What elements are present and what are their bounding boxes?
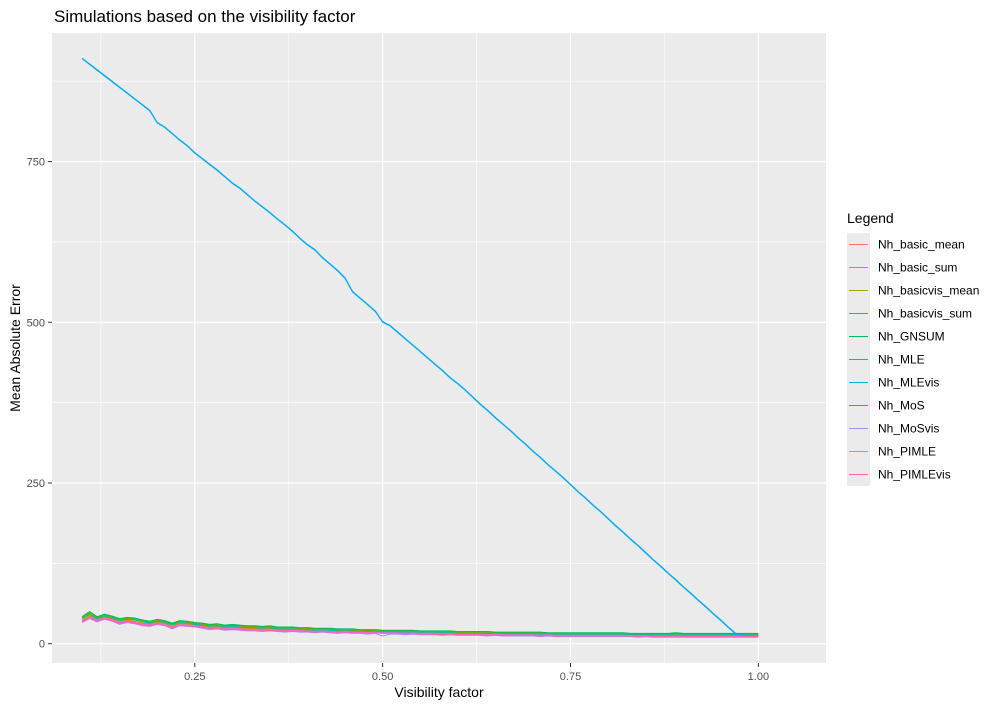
series-lines — [81, 57, 759, 638]
legend-label: Nh_basic_mean — [878, 238, 965, 252]
series-line-nh-basicvis-sum — [81, 612, 759, 635]
series-line-nh-mos — [81, 57, 759, 636]
legend-item: Nh_MLE — [847, 348, 925, 371]
legend-item: Nh_GNSUM — [847, 325, 945, 348]
legend-label: Nh_MLE — [878, 353, 925, 367]
y-axis-title: Mean Absolute Error — [7, 284, 23, 412]
legend-item: Nh_basic_mean — [847, 233, 965, 256]
legend-item: Nh_MoS — [847, 394, 925, 417]
legend-label: Nh_GNSUM — [878, 330, 945, 344]
legend-title: Legend — [847, 210, 894, 226]
minor-gridlines — [52, 33, 826, 663]
x-axis: 0.25 0.50 0.75 1.00 — [184, 663, 769, 683]
x-tick-label: 1.00 — [748, 671, 769, 683]
y-axis: 0 250 500 750 — [27, 157, 52, 651]
legend-label: Nh_basic_sum — [878, 261, 957, 275]
series-line-nh-pimle — [81, 616, 759, 637]
plot-panel — [52, 33, 826, 663]
x-tick-label: 0.75 — [560, 671, 581, 683]
legend-label: Nh_PIMLE — [878, 445, 936, 459]
legend-item: Nh_MLEvis — [847, 371, 939, 394]
x-tick-label: 0.25 — [184, 671, 205, 683]
legend-item: Nh_basic_sum — [847, 256, 957, 279]
x-axis-title: Visibility factor — [394, 684, 484, 700]
legend-label: Nh_basicvis_sum — [878, 307, 972, 321]
legend-item: Nh_PIMLEvis — [847, 463, 951, 486]
legend-item: Nh_basicvis_mean — [847, 279, 979, 302]
legend-label: Nh_basicvis_mean — [878, 284, 979, 298]
y-tick-label: 750 — [27, 157, 45, 169]
y-tick-label: 500 — [27, 317, 45, 329]
series-line-nh-mle — [81, 614, 759, 636]
y-tick-label: 250 — [27, 478, 45, 490]
legend-label: Nh_MoS — [878, 399, 925, 413]
y-tick-label: 0 — [39, 639, 45, 651]
series-line-nh-gnsum — [81, 611, 759, 634]
series-line-nh-mosvis — [81, 618, 759, 638]
legend-item: Nh_basicvis_sum — [847, 302, 972, 325]
major-gridlines — [52, 33, 826, 663]
legend-label: Nh_PIMLEvis — [878, 468, 951, 482]
x-tick-label: 0.50 — [372, 671, 393, 683]
chart-title: Simulations based on the visibility fact… — [54, 7, 356, 26]
legend-item: Nh_MoSvis — [847, 417, 939, 440]
legend-item: Nh_PIMLE — [847, 440, 936, 463]
legend-label: Nh_MLEvis — [878, 376, 939, 390]
legend: Legend Nh_basic_mean Nh_basic_sum Nh_basic… — [847, 210, 979, 486]
series-line-nh-pimlevis — [81, 617, 759, 638]
legend-label: Nh_MoSvis — [878, 422, 939, 436]
